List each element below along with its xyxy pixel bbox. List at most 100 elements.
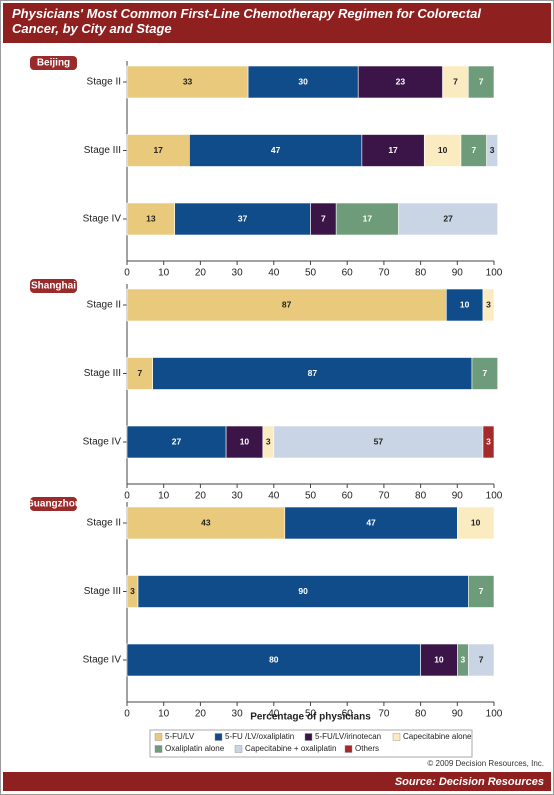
- bar-segment: [486, 134, 498, 167]
- bar-segment: [468, 575, 495, 608]
- bar-segment: [357, 65, 443, 99]
- x-tick-label: 80: [415, 709, 427, 720]
- data-label: 87: [282, 299, 292, 309]
- bar-segment: [482, 288, 495, 322]
- chart-title: Physicians' Most Common First-Line Chemo…: [12, 6, 481, 36]
- x-tick-label: 60: [342, 268, 354, 279]
- x-tick-label: 90: [452, 709, 464, 720]
- x-tick-label: 30: [232, 491, 244, 502]
- data-label: 3: [266, 436, 271, 446]
- legend-swatch: [344, 745, 353, 753]
- x-tick-label: 70: [378, 491, 390, 502]
- x-tick-label: 0: [124, 491, 130, 502]
- bar-segment: [445, 288, 484, 322]
- bar-segment: [442, 65, 469, 99]
- data-label: 13: [146, 213, 156, 223]
- data-label: 17: [363, 213, 373, 223]
- legend-swatch: [234, 745, 243, 753]
- legend-label: 5-FU /LV/oxaliplatin: [225, 732, 294, 741]
- data-label: 3: [130, 586, 135, 596]
- x-tick-label: 30: [232, 268, 244, 279]
- data-label: 7: [453, 76, 458, 86]
- bar-segment: [335, 202, 399, 236]
- data-label: 10: [434, 654, 444, 664]
- data-label: 57: [374, 436, 384, 446]
- data-label: 43: [201, 517, 211, 527]
- x-tick-label: 100: [486, 268, 503, 279]
- data-label: 7: [479, 586, 484, 596]
- y-tick-label: Stage IV: [83, 655, 122, 666]
- legend-swatch: [214, 733, 223, 741]
- data-label: 90: [298, 586, 308, 596]
- data-label: 7: [471, 145, 476, 155]
- x-tick-label: 20: [195, 709, 207, 720]
- bar-segment: [460, 134, 487, 167]
- x-tick-label: 100: [486, 491, 503, 502]
- source-band: [3, 772, 551, 791]
- x-tick-label: 20: [195, 268, 207, 279]
- y-tick-label: Stage III: [84, 586, 121, 597]
- panel-badge: [30, 497, 77, 511]
- data-label: 17: [388, 145, 398, 155]
- legend-swatch: [392, 733, 401, 741]
- bar-segment: [482, 425, 495, 459]
- title-line: Cancer, by City and Stage: [12, 21, 172, 36]
- bar-segment: [398, 202, 498, 236]
- bar-segment: [126, 202, 176, 236]
- data-label: 3: [460, 654, 465, 664]
- title-band: [3, 3, 551, 43]
- x-axis-title: Percentage of physicians: [250, 712, 371, 723]
- y-tick-label: Stage II: [87, 518, 121, 529]
- y-tick-label: Stage III: [84, 145, 121, 156]
- bar-segment: [273, 425, 484, 459]
- data-label: 7: [321, 213, 326, 223]
- data-label: 37: [238, 213, 248, 223]
- legend-swatch: [304, 733, 313, 741]
- panel-title: Beijing: [37, 58, 70, 69]
- data-label: 30: [298, 76, 308, 86]
- bar-segment: [126, 425, 227, 459]
- data-label: 3: [490, 145, 495, 155]
- y-tick-label: Stage II: [87, 300, 121, 311]
- legend-label: Capecitabine + oxaliplatin: [245, 744, 336, 753]
- data-label: 47: [366, 517, 376, 527]
- legend-swatch: [154, 733, 163, 741]
- data-label: 10: [460, 299, 470, 309]
- x-tick-label: 90: [452, 268, 464, 279]
- x-tick-label: 40: [268, 709, 280, 720]
- data-label: 17: [153, 145, 163, 155]
- legend-label: Others: [355, 744, 379, 753]
- x-tick-label: 0: [124, 268, 130, 279]
- data-label: 47: [271, 145, 281, 155]
- legend-label: 5-FU/LV: [165, 732, 195, 741]
- data-label: 80: [269, 654, 279, 664]
- x-tick-label: 80: [415, 268, 427, 279]
- data-label: 3: [486, 299, 491, 309]
- data-label: 7: [479, 76, 484, 86]
- bar-segment: [284, 506, 458, 540]
- data-label: 7: [479, 654, 484, 664]
- x-tick-label: 60: [342, 709, 354, 720]
- x-tick-label: 30: [232, 709, 244, 720]
- panel-badge: [30, 279, 77, 293]
- copyright: © 2009 Decision Resources, Inc.: [427, 759, 544, 768]
- x-tick-label: 40: [268, 268, 280, 279]
- bar-segment: [126, 65, 249, 99]
- legend-label: 5-FU/LV/irinotecan: [315, 732, 381, 741]
- bar-segment: [471, 357, 498, 390]
- x-tick-label: 20: [195, 491, 207, 502]
- bar-segment: [225, 425, 264, 459]
- data-label: 27: [172, 436, 182, 446]
- x-tick-label: 10: [158, 268, 170, 279]
- data-label: 23: [396, 76, 406, 86]
- legend-label: Oxaliplatin alone: [165, 744, 225, 753]
- title-line: Physicians' Most Common First-Line Chemo…: [12, 6, 481, 21]
- bar-segment: [247, 65, 359, 99]
- bar-segment: [468, 643, 495, 677]
- data-label: 7: [482, 368, 487, 378]
- bar-segment: [456, 506, 495, 540]
- bar-segment: [420, 643, 458, 677]
- x-tick-label: 50: [305, 491, 317, 502]
